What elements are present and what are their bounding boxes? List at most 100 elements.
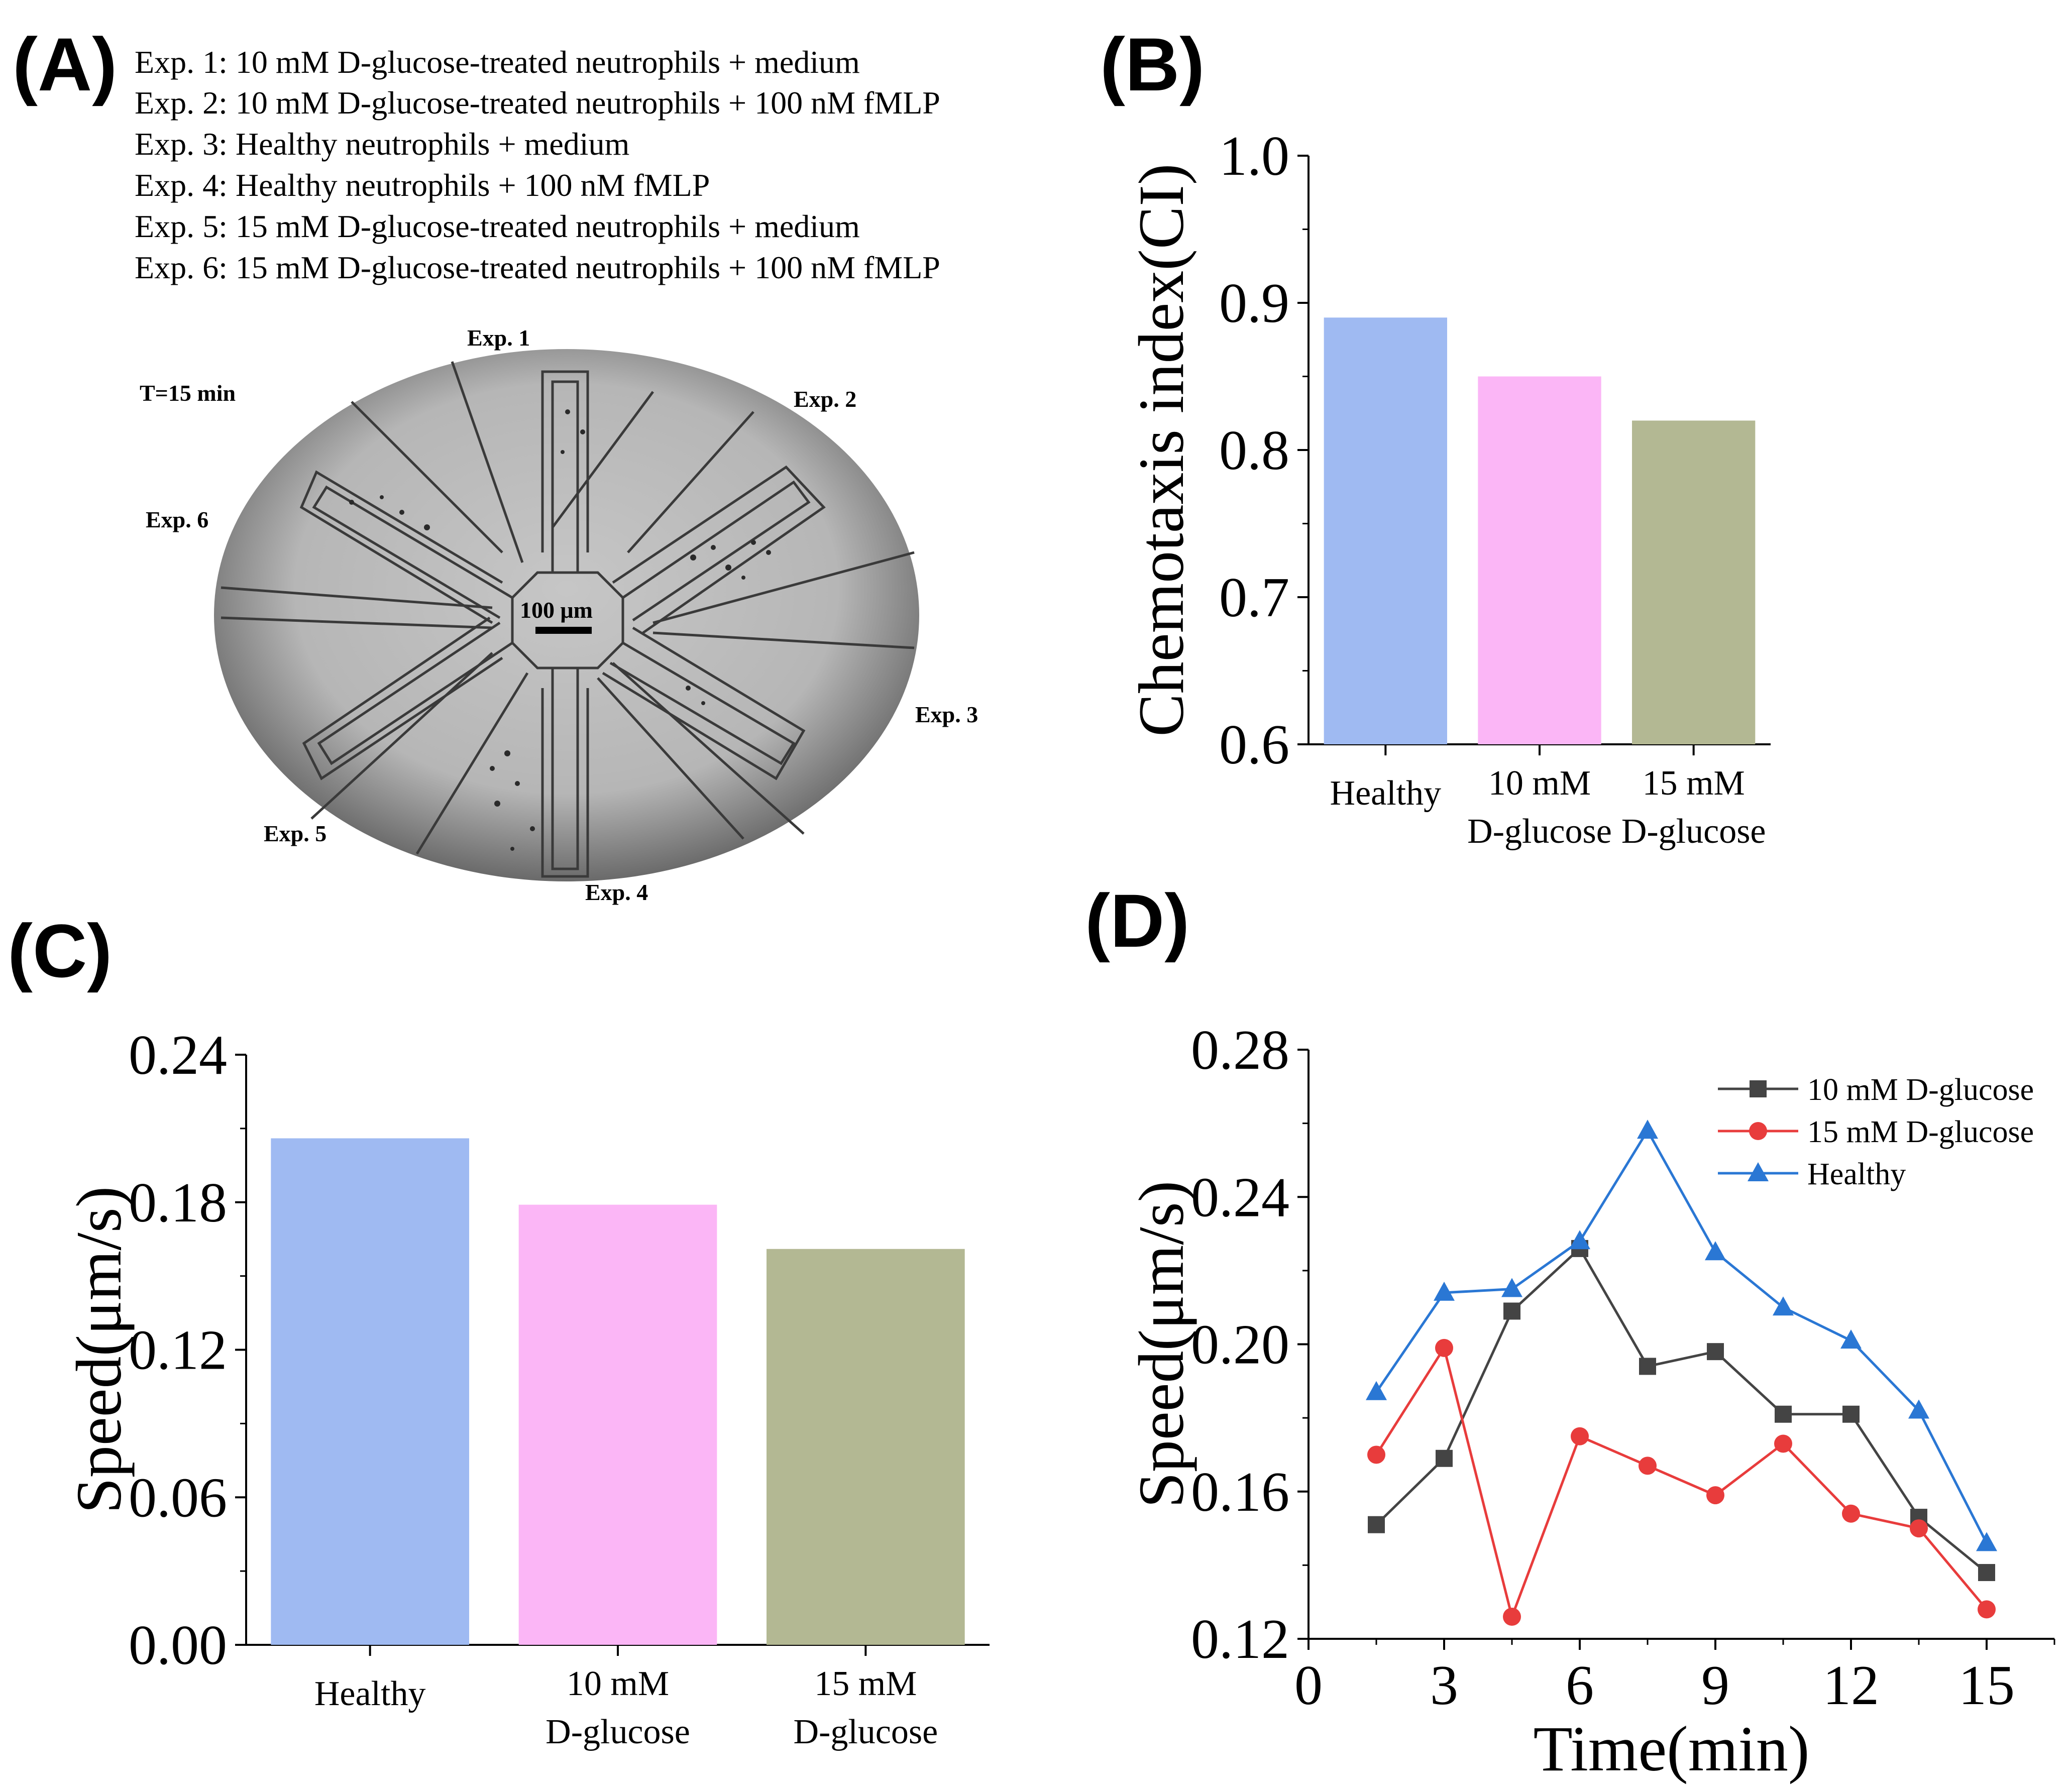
category-label: D-glucose (1621, 812, 1766, 851)
x-axis-title: Time(min) (1534, 1713, 1810, 1784)
panel-b: (B) 0.6 0.7 0.8 0.9 1.0 Healthy 10 mM D-glucose… (1100, 22, 1771, 851)
data-point (1773, 1296, 1794, 1316)
panel-d: (D) 0.12 0.16 0.20 0.24 0.28 0 3 6 9 12 15 Speed(μm… (1085, 878, 2055, 1784)
panel-d-letter: (D) (1085, 878, 1189, 963)
cell-dots (349, 409, 771, 851)
bar (1632, 420, 1756, 744)
legend-marker (1749, 1122, 1767, 1140)
data-point (1367, 1445, 1385, 1464)
exp-label-1: Exp. 1 (467, 325, 530, 351)
exp-legend-line-3: Exp. 3: Healthy neutrophils + medium (135, 126, 629, 162)
data-point (1434, 1281, 1455, 1301)
y-tick-label: 0.7 (1219, 567, 1289, 629)
y-tick-label: 0.9 (1219, 272, 1289, 334)
exp-label-6: Exp. 6 (146, 507, 208, 532)
data-point (1435, 1338, 1453, 1357)
bar (1324, 317, 1447, 744)
speed-bar-chart: 0.00 0.06 0.12 0.18 0.24 Healthy 10 mM D-glucos… (63, 1024, 990, 1751)
time-label: T=15 min (140, 380, 236, 406)
data-point (1436, 1449, 1453, 1467)
y-axis-title: Chemotaxis index(CI) (1126, 163, 1197, 736)
data-point (1840, 1329, 1862, 1349)
y-tick-label: 0.28 (1191, 1019, 1289, 1081)
x-tick-label: 15 (1958, 1654, 2015, 1717)
legend-marker (1748, 1162, 1769, 1181)
data-point (1569, 1230, 1590, 1250)
y-tick-label: 0.00 (129, 1614, 227, 1676)
chemotaxis-index-chart: 0.6 0.7 0.8 0.9 1.0 Healthy 10 mM D-glucose 15 m… (1126, 125, 1771, 851)
y-axis-title: Speed(μm/s) (63, 1186, 135, 1514)
panel-b-letter: (B) (1100, 22, 1205, 106)
speed-time-chart: 0.12 0.16 0.20 0.24 0.28 0 3 6 9 12 15 Speed(μm/s) T… (1126, 1019, 2055, 1784)
y-tick-label: 0.12 (1191, 1608, 1289, 1670)
y-tick-label: 0.20 (1191, 1314, 1289, 1376)
legend-label: 10 mM D-glucose (1807, 1073, 2034, 1107)
category-label: 10 mM (567, 1664, 669, 1703)
y-tick-label: 0.06 (129, 1467, 227, 1529)
data-point (1775, 1405, 1792, 1423)
data-point (1706, 1486, 1724, 1505)
data-point (1774, 1434, 1792, 1453)
panel-c-letter: (C) (8, 909, 112, 993)
category-label: D-glucose (546, 1713, 690, 1751)
series-line (1375, 1128, 1988, 1544)
microscope-field (214, 349, 919, 881)
data-point (1639, 1457, 1657, 1475)
exp-legend-line-2: Exp. 2: 10 mM D-glucose-treated neutroph… (135, 85, 940, 121)
exp-legend-line-5: Exp. 5: 15 mM D-glucose-treated neutroph… (135, 208, 860, 244)
y-tick-label: 0.8 (1219, 419, 1289, 482)
panel-c: (C) 0.00 0.06 0.12 0.18 0.24 Healthy 10 mM D-gl… (8, 909, 990, 1751)
data-point (1842, 1405, 1860, 1423)
legend-label: 15 mM D-glucose (1807, 1115, 2034, 1149)
exp-label-5: Exp. 5 (264, 821, 326, 846)
data-point (1707, 1343, 1724, 1361)
data-point (1978, 1600, 1996, 1619)
category-label: 15 mM (1643, 764, 1745, 803)
data-point (1978, 1564, 1995, 1582)
x-tick-label: 3 (1430, 1654, 1458, 1717)
data-point (1639, 1358, 1656, 1375)
y-tick-label: 0.24 (129, 1024, 227, 1086)
category-label: Healthy (1330, 774, 1442, 813)
y-tick-label: 0.16 (1191, 1461, 1289, 1523)
x-tick-label: 0 (1294, 1654, 1323, 1717)
bar (518, 1204, 717, 1645)
y-tick-label: 0.24 (1191, 1166, 1289, 1228)
data-point (1976, 1532, 1997, 1551)
series-line (1375, 1345, 1988, 1621)
microscopy-image: 100 μm (214, 349, 919, 881)
legend-marker (1750, 1080, 1767, 1097)
data-point (1637, 1119, 1658, 1139)
panel-a: (A) Exp. 1: 10 mM D-glucose-treated neut… (13, 22, 978, 905)
data-point (1501, 1278, 1522, 1297)
data-point (1571, 1427, 1589, 1445)
category-label: D-glucose (793, 1713, 938, 1751)
exp-legend-line-6: Exp. 6: 15 mM D-glucose-treated neutroph… (135, 250, 940, 285)
y-tick-label: 0.18 (129, 1172, 227, 1234)
category-label: D-glucose (1467, 812, 1612, 851)
category-label: Healthy (314, 1674, 426, 1713)
x-tick-label: 6 (1566, 1654, 1594, 1717)
exp-label-2: Exp. 2 (794, 386, 856, 412)
data-point (1366, 1381, 1387, 1400)
series-line (1375, 1246, 1988, 1574)
x-tick-label: 12 (1823, 1654, 1879, 1717)
data-point (1908, 1399, 1929, 1419)
data-point (1503, 1608, 1521, 1626)
legend-label: Healthy (1807, 1157, 1906, 1191)
exp-legend-line-1: Exp. 1: 10 mM D-glucose-treated neutroph… (135, 44, 860, 80)
y-axis-title: Speed(μm/s) (1126, 1181, 1197, 1508)
category-label: 10 mM (1488, 764, 1591, 803)
data-point (1910, 1519, 1928, 1538)
exp-legend-line-4: Exp. 4: Healthy neutrophils + 100 nM fML… (135, 167, 710, 203)
x-tick-label: 9 (1701, 1654, 1729, 1717)
exp-label-4: Exp. 4 (585, 879, 648, 905)
exp-label-3: Exp. 3 (915, 702, 978, 727)
y-tick-label: 1.0 (1219, 125, 1289, 187)
y-tick-label: 0.12 (129, 1319, 227, 1382)
data-point (1368, 1516, 1385, 1533)
category-label: 15 mM (814, 1664, 917, 1703)
data-point (1503, 1302, 1520, 1320)
scale-bar-label: 100 μm (520, 597, 593, 623)
